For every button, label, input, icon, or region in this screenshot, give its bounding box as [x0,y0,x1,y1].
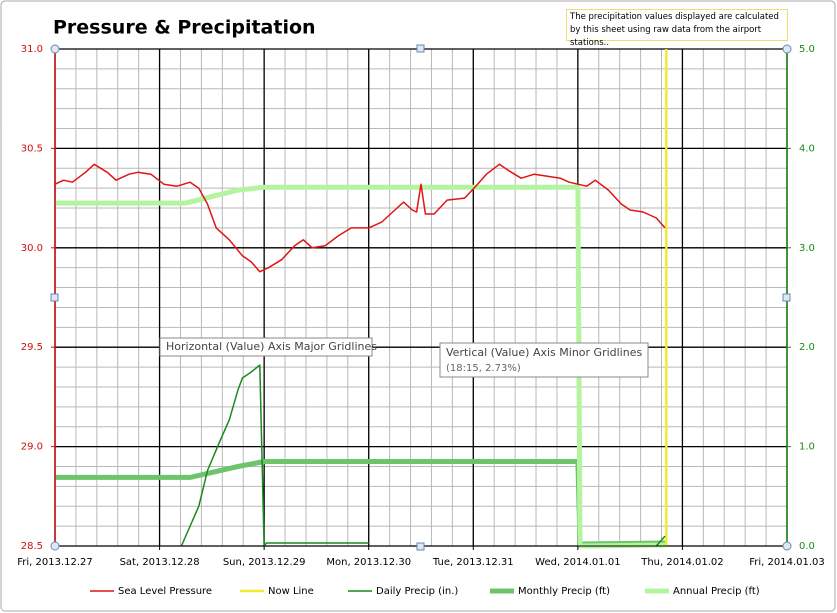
x-tick-label: Sat, 2013.12.28 [120,557,200,568]
tooltip-detail: (18:15, 2.73%) [446,363,521,374]
y-tick-label: 29.5 [21,342,43,353]
x-tick-label: Fri, 2013.12.27 [17,557,93,568]
y-tick-label: 29.0 [21,442,43,453]
y2-tick-label: 0.0 [799,541,815,552]
y2-tick-label: 1.0 [799,442,815,453]
handle [782,541,792,551]
y2-tick-label: 5.0 [799,44,815,55]
tooltip-text: Horizontal (Value) Axis Major Gridlines [166,340,377,353]
legend-label: Annual Precip (ft) [673,586,760,597]
tooltip-box [439,342,649,378]
chart-title: Pressure & Precipitation [53,17,316,39]
handle [50,541,60,551]
x-tick-label: Sun, 2013.12.29 [223,557,306,568]
x-tick-label: Fri, 2014.01.03 [749,557,825,568]
legend-label: Daily Precip (in.) [376,586,458,597]
y-tick-label: 30.0 [21,243,43,254]
handle [416,542,425,551]
handle [50,293,59,302]
x-tick-label: Thu, 2014.01.02 [640,557,723,568]
y2-tick-label: 4.0 [799,143,815,154]
tooltip: Horizontal (Value) Axis Major Gridlines [159,337,377,357]
legend-label: Sea Level Pressure [118,586,212,597]
tooltip: Vertical (Value) Axis Minor Gridlines (1… [439,342,649,378]
y2-tick-label: 2.0 [799,342,815,353]
tooltip-text: Vertical (Value) Axis Minor Gridlines [446,346,642,359]
y-tick-label: 28.5 [21,541,43,552]
y2-tick-label: 3.0 [799,243,815,254]
x-tick-label: Mon, 2013.12.30 [326,557,411,568]
handle [782,44,792,54]
x-tick-label: Tue, 2013.12.31 [432,557,514,568]
legend-label: Now Line [268,586,314,597]
legend: Sea Level Pressure Now Line Daily Precip (… [90,586,760,597]
series-line [54,163,666,273]
note: The precipitation values displayed are c… [566,9,788,48]
tooltip-box [159,337,373,357]
handle [50,44,60,54]
y-tick-label: 30.5 [21,143,43,154]
legend-label: Monthly Precip (ft) [518,586,610,597]
handle [416,44,425,53]
handle [782,293,791,302]
y-tick-label: 31.0 [21,44,43,55]
selection-handles [50,44,792,551]
x-tick-label: Wed, 2014.01.01 [535,557,620,568]
